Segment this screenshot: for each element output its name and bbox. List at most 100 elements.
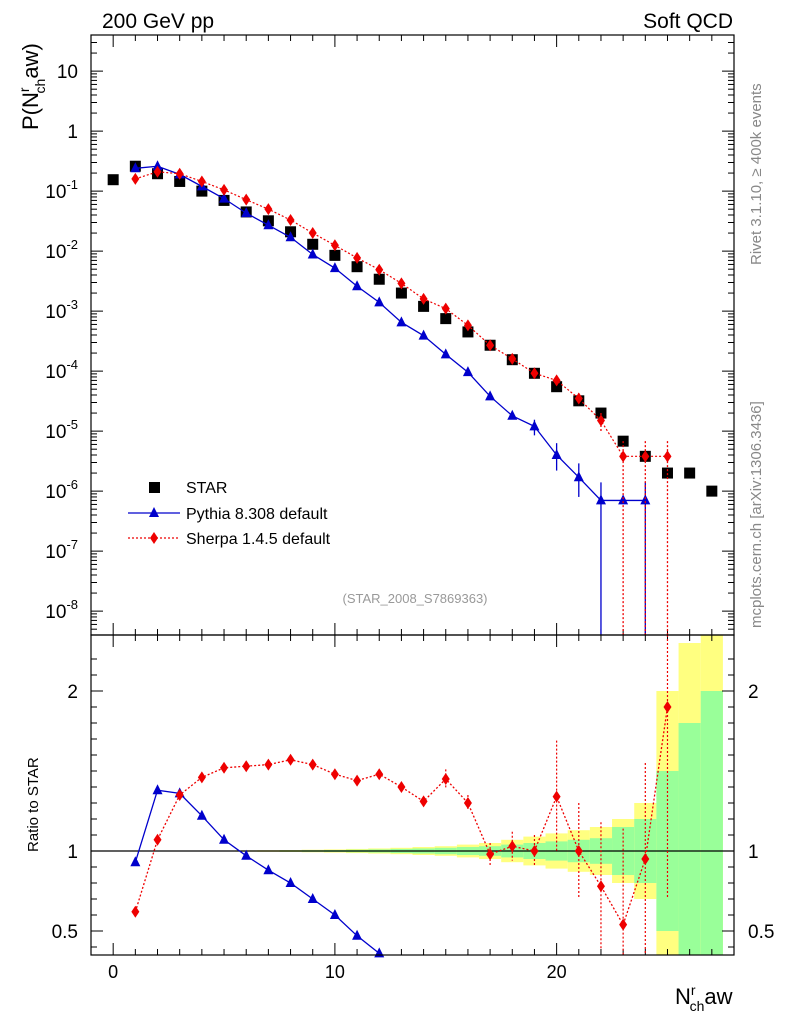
- sherpa-point: [153, 165, 162, 178]
- legend-star-label: STAR: [186, 480, 227, 497]
- pythia-point: [618, 494, 629, 505]
- ratio-y-tick-label-right: 2: [748, 682, 759, 703]
- sherpa-ratio-point: [552, 790, 561, 803]
- sherpa-ratio-point: [419, 795, 428, 808]
- sherpa-point: [596, 414, 605, 427]
- star-point: [551, 381, 563, 393]
- sherpa-ratio-point: [441, 773, 450, 785]
- sherpa-point: [397, 277, 406, 290]
- pythia-point: [352, 280, 363, 291]
- sherpa-point: [197, 175, 206, 188]
- star-point: [329, 249, 341, 261]
- pythia-point: [130, 162, 141, 173]
- y-tick-label: 10-3: [45, 297, 78, 323]
- sherpa-ratio-line: [134, 706, 669, 927]
- pythia-point: [573, 471, 584, 482]
- sherpa-point: [308, 227, 317, 240]
- pythia-point: [329, 262, 340, 273]
- pythia-ratio-point: [374, 947, 385, 958]
- pythia-ratio-point: [307, 893, 318, 903]
- sherpa-ratio-point: [641, 853, 650, 865]
- sherpa-point: [220, 183, 229, 196]
- sherpa-point: [131, 172, 140, 185]
- sherpa-point: [242, 193, 251, 206]
- ratio-y-tick-label: 2: [67, 682, 78, 703]
- sherpa-point: [663, 450, 672, 463]
- main-ylabel: P(Nrchaw): [16, 43, 48, 130]
- sherpa-ratio-point: [596, 880, 605, 893]
- sherpa-point: [264, 203, 273, 216]
- sherpa-ratio-point: [353, 774, 362, 787]
- sherpa-point: [486, 339, 495, 352]
- ratio-ylabel: Ratio to STAR: [25, 757, 42, 852]
- x-tick-label: 20: [547, 962, 567, 982]
- sherpa-ratio-point: [574, 845, 583, 857]
- pythia-point: [152, 160, 163, 171]
- sherpa-ratio-point: [397, 781, 406, 793]
- y-tick-label: 10: [57, 62, 78, 83]
- svg-text:P(Nrchaw): P(Nrchaw): [16, 43, 48, 130]
- main-ylabel-main: P(N: [18, 92, 43, 130]
- sherpa-ratio-point: [486, 848, 495, 861]
- star-point: [196, 185, 208, 197]
- star-point: [351, 261, 363, 273]
- pythia-point: [418, 329, 429, 340]
- star-point: [174, 175, 186, 187]
- star-point: [440, 313, 452, 325]
- x-tick-label: 10: [325, 962, 345, 982]
- y-tick-label: 10-2: [45, 237, 78, 263]
- pythia-ratio-point: [329, 909, 340, 919]
- pythia-point: [529, 420, 540, 431]
- legend: STAR Pythia 8.308 default Sherpa 1.4.5 d…: [128, 480, 331, 548]
- star-point: [706, 485, 718, 497]
- pythia-point: [307, 248, 318, 259]
- sherpa-point: [530, 367, 539, 380]
- star-point: [395, 287, 407, 299]
- sherpa-point: [552, 374, 561, 387]
- sherpa-point: [441, 302, 450, 315]
- sherpa-ratio-point: [220, 761, 229, 774]
- pythia-point: [241, 207, 252, 218]
- sherpa-line: [135, 171, 668, 457]
- xlabel-sup: r: [691, 982, 696, 998]
- header-left: 200 GeV pp: [102, 10, 214, 33]
- band-green-bin: [700, 691, 723, 955]
- pythia-point: [263, 219, 274, 230]
- ratio-y-tick-label: 1: [67, 842, 78, 863]
- legend-sherpa-marker: [150, 532, 158, 544]
- header-right: Soft QCD: [643, 10, 733, 33]
- y-tick-label: 10-1: [45, 177, 78, 203]
- sherpa-ratio-point: [286, 753, 295, 766]
- ratio-y-tick-label-right: 1: [748, 842, 759, 863]
- star-point: [661, 467, 673, 479]
- rivet-label: Rivet 3.1.10, ≥ 400k events: [748, 83, 765, 265]
- star-point: [684, 467, 696, 479]
- sherpa-ratio-point: [175, 789, 184, 801]
- sherpa-point: [353, 251, 362, 264]
- xlabel-main: N: [675, 984, 691, 1009]
- pythia-point: [507, 409, 518, 420]
- xlabel-tail: aw: [704, 984, 732, 1009]
- sherpa-point: [330, 239, 339, 252]
- main-ylabel-tail: aw): [18, 43, 43, 78]
- pythia-point: [462, 366, 473, 377]
- sherpa-ratio-point: [153, 833, 162, 846]
- pythia-point: [485, 390, 496, 401]
- star-point: [373, 273, 385, 285]
- sherpa-ratio-point: [242, 760, 251, 773]
- xlabel: Nr chaw: [675, 982, 733, 1014]
- sherpa-ratio-point: [131, 905, 140, 918]
- y-tick-label: 10-4: [45, 357, 78, 383]
- sherpa-point: [419, 292, 428, 305]
- pythia-point: [640, 494, 651, 505]
- mcplots-label: mcplots.cern.ch [arXiv:1306.3436]: [748, 401, 765, 628]
- pythia-point: [219, 192, 230, 203]
- pythia-ratio-point: [219, 833, 230, 844]
- pythia-line: [135, 165, 646, 502]
- sherpa-point: [619, 450, 628, 463]
- pythia-ratio-point: [263, 864, 274, 875]
- main-ylabel-sup: r: [16, 87, 32, 92]
- sherpa-ratio-point: [508, 840, 517, 853]
- sherpa-ratio-point: [375, 768, 384, 781]
